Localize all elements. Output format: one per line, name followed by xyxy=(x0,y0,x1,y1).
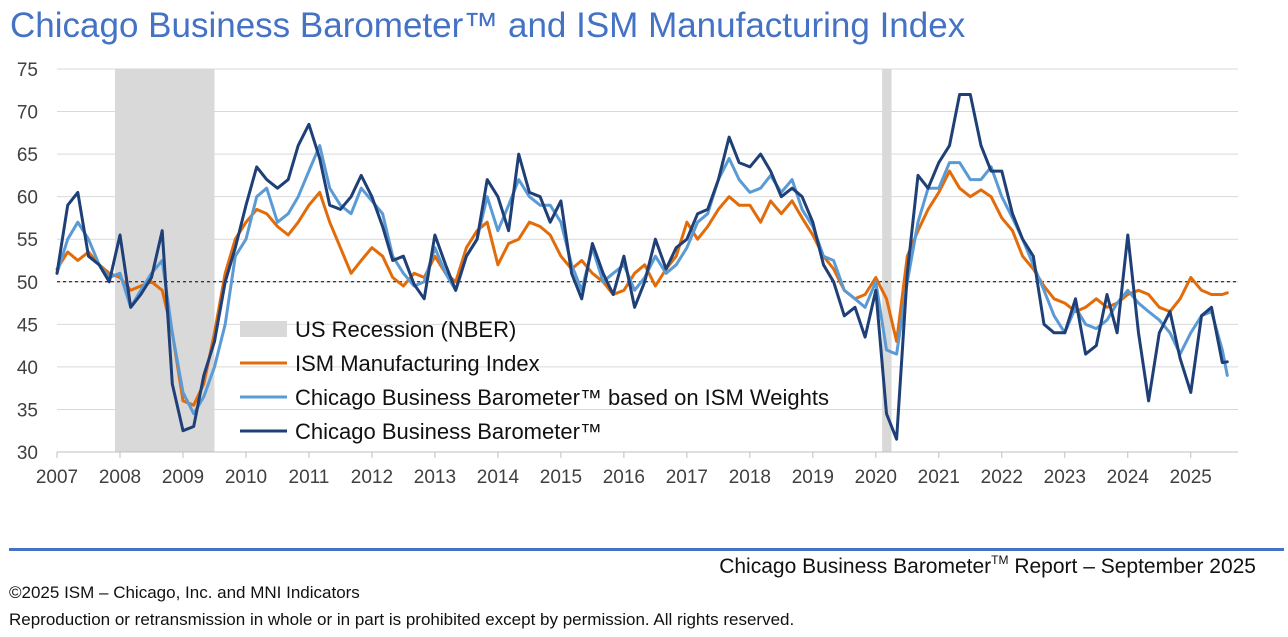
y-tick-label: 30 xyxy=(17,443,38,464)
x-tick-label: 2021 xyxy=(918,467,960,488)
x-tick-label: 2018 xyxy=(729,467,771,488)
chart-title: Chicago Business Barometer™ and ISM Manu… xyxy=(10,6,966,45)
legend-swatch-recession xyxy=(240,321,287,337)
x-tick-label: 2019 xyxy=(792,467,834,488)
x-tick-label: 2016 xyxy=(603,467,645,488)
y-tick-label: 55 xyxy=(17,230,38,251)
y-tick-label: 40 xyxy=(17,358,38,379)
x-tick-label: 2024 xyxy=(1107,467,1150,488)
rights-text: Reproduction or retransmission in whole … xyxy=(9,610,795,629)
legend-label: Chicago Business Barometer™ based on ISM… xyxy=(295,385,829,410)
x-tick-label: 2022 xyxy=(981,467,1023,488)
x-tick-label: 2012 xyxy=(351,467,393,488)
legend-label: US Recession (NBER) xyxy=(295,317,516,342)
y-tick-label: 35 xyxy=(17,400,38,421)
y-tick-label: 60 xyxy=(17,188,38,209)
x-tick-label: 2023 xyxy=(1044,467,1086,488)
x-tick-label: 2011 xyxy=(289,467,330,488)
x-tick-label: 2020 xyxy=(855,467,897,488)
line-chart: 30 35 40 45 50 55 60 65 70 75 2007 2008 2009 2010 2011… xyxy=(17,60,1238,488)
x-tick-label: 2017 xyxy=(666,467,708,488)
series-line-cbb xyxy=(55,93,1229,441)
copyright-text: ©2025 ISM – Chicago, Inc. and MNI Indica… xyxy=(9,583,360,602)
legend-label: Chicago Business Barometer™ xyxy=(295,419,602,444)
report-tm: TM xyxy=(991,553,1009,567)
report-prefix: Chicago Business Barometer xyxy=(719,555,992,578)
series-line-cbb_ism xyxy=(55,144,1229,416)
x-tick-label: 2025 xyxy=(1170,467,1212,488)
y-tick-label: 45 xyxy=(17,315,38,336)
x-tick-label: 2007 xyxy=(36,467,78,488)
x-tick-label: 2013 xyxy=(414,467,456,488)
x-tick-label: 2010 xyxy=(225,467,267,488)
x-tick-label: 2008 xyxy=(99,467,141,488)
x-tick-label: 2015 xyxy=(540,467,582,488)
x-tick-label: 2009 xyxy=(162,467,204,488)
legend-label: ISM Manufacturing Index xyxy=(295,351,540,376)
divider-rule xyxy=(9,548,1284,551)
y-tick-label: 65 xyxy=(17,145,38,166)
y-tick-label: 70 xyxy=(17,103,38,124)
report-suffix: Report – September 2025 xyxy=(1008,555,1256,578)
y-tick-label: 75 xyxy=(17,60,38,81)
report-label: Chicago Business BarometerTM Report – Se… xyxy=(719,553,1256,579)
x-tick-label: 2014 xyxy=(477,467,520,488)
recession-band-1 xyxy=(882,69,892,452)
y-tick-label: 50 xyxy=(17,273,38,294)
